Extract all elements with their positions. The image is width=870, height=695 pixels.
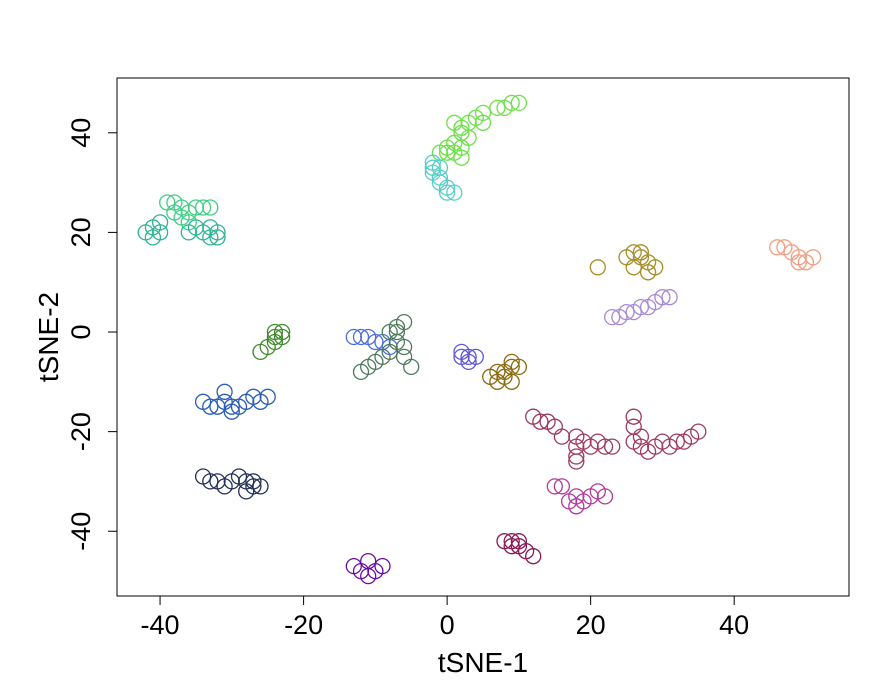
x-axis: -40 -20 0 20 40	[141, 596, 749, 640]
data-point	[604, 438, 621, 455]
data-point	[568, 448, 585, 465]
data-point	[596, 488, 614, 505]
data-point	[367, 333, 384, 351]
data-point	[546, 478, 563, 495]
data-point	[446, 184, 463, 201]
y-tick-label: -40	[66, 512, 96, 551]
data-point	[489, 373, 506, 390]
data-point	[625, 418, 642, 435]
data-point	[202, 398, 219, 415]
x-tick-label: 20	[576, 610, 606, 640]
data-point	[769, 239, 786, 256]
y-axis-label: tSNE-2	[33, 292, 64, 382]
data-point	[632, 298, 650, 316]
plot-frame	[116, 77, 850, 597]
y-tick-label: 40	[66, 118, 96, 148]
data-point	[596, 438, 614, 455]
data-point	[424, 159, 441, 176]
data-point	[151, 214, 169, 231]
data-point	[438, 144, 456, 161]
data-point	[266, 328, 284, 346]
x-axis-label: tSNE-1	[438, 647, 528, 678]
data-point	[639, 264, 657, 281]
data-point	[166, 204, 183, 221]
data-point	[790, 254, 807, 271]
data-point	[654, 289, 671, 306]
data-point	[553, 428, 571, 445]
data-point	[360, 552, 377, 570]
data-point	[568, 488, 585, 505]
data-point	[266, 323, 284, 341]
data-point	[374, 557, 391, 575]
data-point	[209, 229, 226, 246]
data-point	[503, 533, 520, 550]
data-point	[668, 433, 685, 450]
data-point	[202, 473, 219, 490]
data-point	[604, 308, 621, 326]
y-tick-label: 0	[66, 325, 96, 340]
x-tick-label: 0	[440, 610, 455, 640]
data-point	[553, 478, 571, 495]
data-point	[259, 388, 276, 405]
y-axis: -40 -20 0 20 40	[66, 118, 117, 551]
data-point	[510, 358, 528, 376]
data-point	[474, 114, 492, 131]
data-point	[395, 348, 413, 366]
data-point	[216, 383, 233, 400]
x-tick-label: -20	[284, 610, 323, 640]
x-tick-label: -40	[141, 610, 180, 640]
data-point	[489, 99, 506, 117]
data-point	[503, 358, 520, 376]
data-point	[661, 289, 678, 306]
x-tick-label: 40	[719, 610, 749, 640]
data-point	[223, 398, 240, 415]
data-point	[532, 413, 549, 430]
data-point	[625, 408, 642, 425]
data-point	[568, 453, 585, 470]
points-layer	[137, 94, 822, 585]
data-point	[388, 323, 406, 341]
data-point	[446, 114, 463, 131]
data-point	[403, 358, 420, 376]
data-point	[202, 229, 219, 246]
y-tick-label: -20	[66, 412, 96, 451]
data-point	[395, 338, 413, 356]
data-point	[632, 428, 650, 445]
data-point	[804, 249, 822, 266]
data-point	[503, 94, 520, 112]
data-point	[453, 149, 470, 166]
data-point	[474, 104, 492, 122]
data-point	[431, 174, 449, 191]
data-point	[202, 199, 219, 216]
y-tick-label: 20	[66, 217, 96, 247]
data-point	[625, 259, 642, 276]
data-point	[252, 478, 269, 495]
data-point	[194, 199, 212, 216]
data-point	[690, 423, 707, 440]
data-point	[460, 129, 477, 146]
data-point	[618, 303, 635, 321]
data-point	[525, 548, 542, 565]
data-point	[453, 343, 470, 361]
data-point	[510, 533, 528, 550]
data-point	[589, 259, 606, 276]
data-point	[510, 94, 528, 112]
data-point	[352, 328, 370, 346]
